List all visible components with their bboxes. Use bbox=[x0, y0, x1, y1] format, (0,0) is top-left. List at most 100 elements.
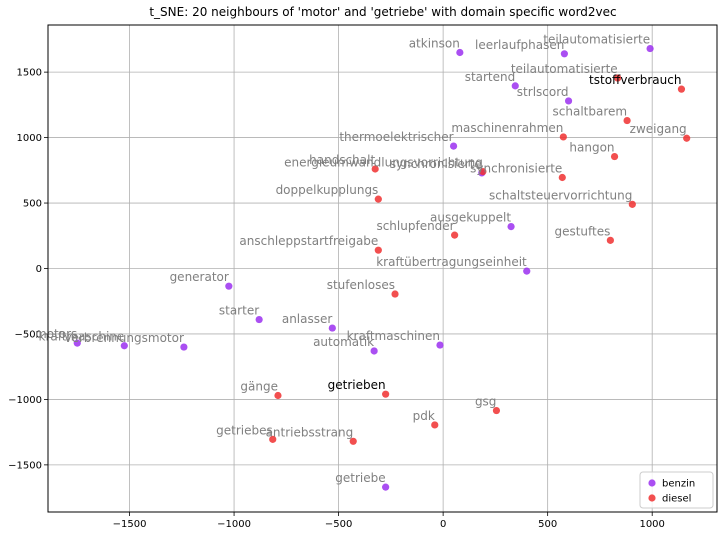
point-label: kraftmaschinen bbox=[347, 329, 440, 343]
point-benzin bbox=[456, 48, 464, 57]
point-label: generator bbox=[170, 270, 229, 284]
scatter-points bbox=[73, 44, 691, 491]
legend-label-benzin: benzin bbox=[662, 479, 695, 490]
point-label: getriebe bbox=[335, 471, 385, 485]
point-diesel bbox=[628, 200, 636, 208]
point-diesel bbox=[623, 116, 631, 125]
y-tick-label: −1500 bbox=[8, 460, 42, 471]
point-diesel bbox=[374, 246, 382, 254]
x-tick-label: 500 bbox=[538, 519, 557, 530]
x-tick-label: −1500 bbox=[113, 519, 147, 530]
point-label: kraftübertragungseinheit bbox=[376, 255, 527, 269]
point-label: strlscord bbox=[517, 85, 569, 99]
point-label: stufenloses bbox=[327, 278, 395, 292]
point-label: startend bbox=[465, 70, 516, 84]
point-labels: atkinson leerlaufphasenteilautomatisierte… bbox=[35, 33, 687, 486]
point-diesel bbox=[391, 290, 399, 298]
point-label: doppelkupplungs bbox=[276, 183, 379, 197]
point-diesel bbox=[559, 133, 567, 141]
point-diesel bbox=[492, 406, 501, 415]
point-benzin bbox=[560, 50, 568, 58]
legend-box bbox=[639, 471, 714, 509]
point-benzin bbox=[120, 342, 128, 350]
y-tick-label: −500 bbox=[15, 329, 42, 340]
point-benzin bbox=[180, 343, 188, 351]
x-tick-label: 0 bbox=[440, 519, 446, 530]
point-label: motors bbox=[35, 327, 77, 341]
point-label: synchronisierte bbox=[390, 157, 482, 171]
point-label: energieumwandlungsvorrichtung bbox=[284, 156, 483, 170]
point-benzin bbox=[382, 483, 390, 491]
legend-label-diesel: diesel bbox=[662, 494, 691, 505]
point-label: teilautomatisierte bbox=[511, 62, 618, 76]
plot-frame bbox=[47, 24, 718, 513]
point-benzin bbox=[328, 324, 336, 332]
legend-marker-diesel bbox=[648, 494, 656, 502]
point-label: kraftmaschine bbox=[39, 330, 125, 344]
point-label: leerlaufphasen bbox=[475, 38, 564, 52]
point-label: schaltsteuervorrichtung bbox=[489, 188, 632, 202]
point-label: gestuftes bbox=[554, 224, 610, 238]
point-benzin bbox=[255, 315, 263, 324]
point-benzin bbox=[564, 97, 573, 105]
point-diesel bbox=[451, 231, 459, 239]
point-diesel bbox=[683, 134, 691, 142]
point-label: automatik bbox=[313, 335, 374, 349]
point-label: gänge bbox=[240, 379, 278, 393]
x-tick-label: 1000 bbox=[639, 519, 664, 530]
point-label: verbrennungsmotor bbox=[65, 331, 184, 345]
point-label: synchronisierte bbox=[470, 162, 562, 176]
y-tick-label: −1000 bbox=[8, 395, 42, 406]
legend-marker-benzin bbox=[648, 479, 656, 487]
point-diesel bbox=[614, 74, 622, 82]
point-label: gsg bbox=[475, 395, 497, 409]
point-label: anlasser bbox=[282, 312, 333, 326]
point-label: anschleppstartfreigabe bbox=[239, 234, 378, 248]
point-label: handschalt bbox=[309, 153, 375, 167]
point-diesel bbox=[610, 152, 619, 161]
point-label: teilautomatisierte bbox=[543, 33, 650, 47]
point-benzin bbox=[225, 282, 233, 290]
point-benzin bbox=[507, 223, 515, 231]
axes: −1500 −1000 −500 0 500 1000 −1500 −1000 −500 0 500… bbox=[8, 68, 665, 530]
grid-lines bbox=[48, 25, 717, 512]
point-label: atkinson bbox=[409, 36, 460, 50]
point-benzin bbox=[523, 267, 531, 275]
point-label: maschinenrahmen bbox=[451, 121, 563, 135]
point-benzin bbox=[646, 44, 654, 53]
point-label: schaltbarem bbox=[553, 105, 628, 119]
point-diesel bbox=[269, 435, 277, 443]
point-label: hangon bbox=[569, 141, 614, 155]
point-label: getrieben bbox=[328, 378, 386, 392]
point-label: tstoffverbrauch bbox=[589, 73, 681, 87]
point-label: pdk bbox=[413, 409, 435, 423]
point-label: zweigang bbox=[630, 122, 687, 136]
point-label: ausgekuppelt bbox=[430, 211, 511, 225]
point-label: starter bbox=[219, 304, 259, 318]
point-diesel bbox=[558, 173, 566, 182]
chart-title: t_SNE: 20 neighbours of 'motor' and 'get… bbox=[149, 5, 616, 19]
point-diesel bbox=[431, 421, 439, 429]
point-benzin bbox=[436, 341, 444, 349]
y-tick-label: 500 bbox=[23, 199, 42, 210]
point-label: antriebsstrang bbox=[266, 425, 354, 439]
point-benzin bbox=[449, 142, 458, 150]
y-tick-label: 0 bbox=[36, 264, 42, 275]
point-diesel bbox=[382, 390, 390, 398]
point-benzin bbox=[511, 82, 519, 90]
x-tick-label: −1000 bbox=[217, 519, 251, 530]
point-diesel bbox=[677, 85, 686, 93]
point-label: schlupfender bbox=[376, 219, 454, 233]
point-label: getriebes bbox=[216, 423, 273, 437]
point-diesel bbox=[274, 391, 282, 400]
point-diesel bbox=[349, 437, 357, 445]
point-diesel bbox=[371, 165, 379, 173]
point-diesel bbox=[606, 236, 614, 244]
point-label: thermoelektrischer bbox=[339, 130, 453, 144]
y-tick-label: 1000 bbox=[17, 133, 42, 144]
x-tick-label: −500 bbox=[325, 519, 352, 530]
legend: benzin diesel bbox=[639, 471, 714, 509]
point-benzin bbox=[73, 339, 81, 347]
point-diesel bbox=[479, 168, 487, 176]
